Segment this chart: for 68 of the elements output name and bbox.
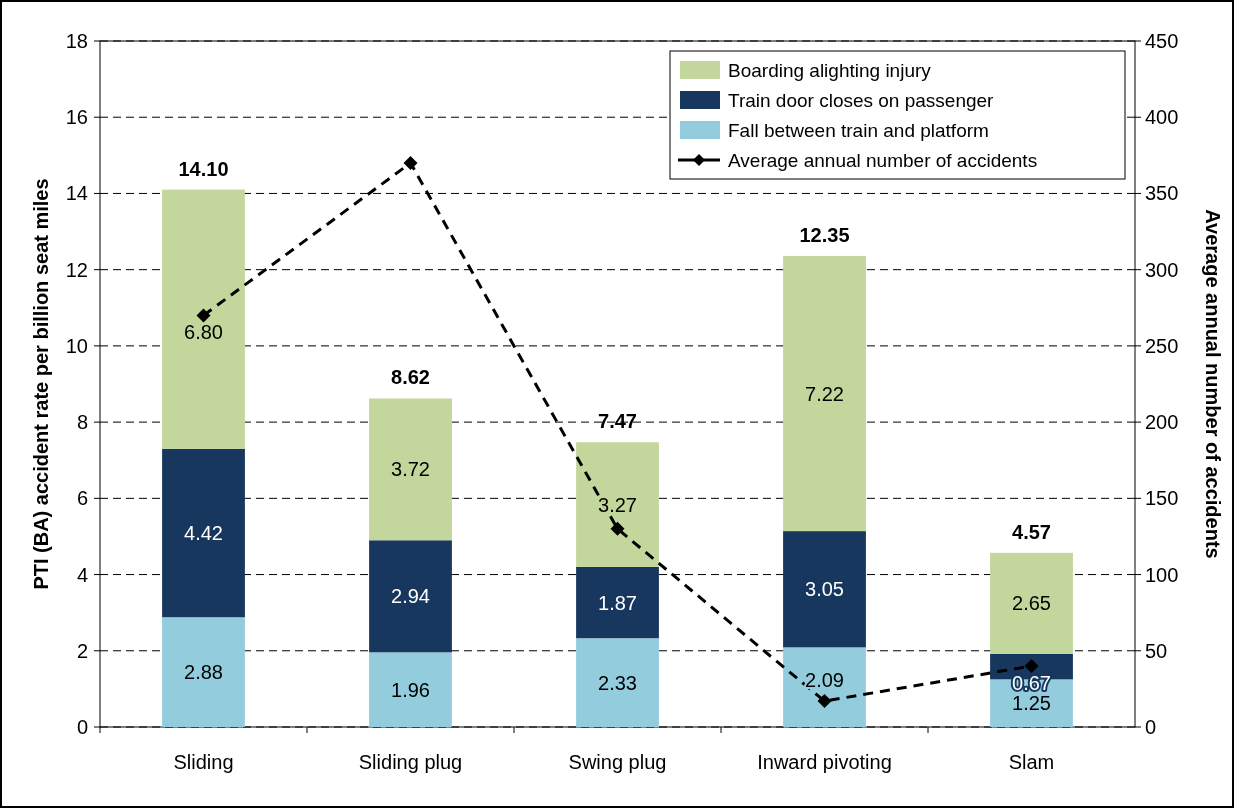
x-tick-label: Sliding plug	[358, 751, 463, 773]
data-label: 7.22	[805, 382, 844, 405]
y2-tick-label: 450	[1145, 30, 1179, 52]
legend-label: Fall between train and platform	[728, 120, 989, 141]
bar	[783, 255, 866, 532]
bar	[162, 617, 245, 727]
bar	[369, 398, 452, 541]
data-label: 3.05	[805, 578, 844, 601]
bar	[576, 442, 659, 567]
bar	[162, 448, 245, 618]
total-label: 12.35	[799, 223, 850, 246]
data-label: 1.96	[391, 678, 430, 701]
point	[196, 308, 211, 323]
y2-tick-label: 300	[1145, 258, 1179, 281]
bar	[576, 566, 659, 639]
total-label: 14.10	[178, 157, 229, 180]
y-tick-label: 6	[76, 487, 88, 510]
bar	[369, 540, 452, 653]
data-label: 2.09	[805, 669, 844, 692]
data-label: 4.42	[184, 522, 223, 545]
y2-tick-label: 250	[1145, 334, 1179, 357]
y2-axis-title: Average annual number of accidents	[1202, 209, 1224, 559]
y-tick-label: 8	[76, 411, 88, 434]
y-tick-label: 18	[65, 30, 88, 52]
total-label: 4.57	[1012, 520, 1051, 543]
total-label: 8.62	[391, 366, 430, 389]
point	[1024, 659, 1039, 674]
y2-tick-label: 400	[1145, 106, 1179, 129]
bar	[783, 531, 866, 648]
y2-tick-label: 150	[1145, 487, 1179, 510]
bar	[783, 647, 866, 727]
y-tick-label: 16	[65, 106, 88, 129]
data-label: 1.25	[1012, 692, 1051, 715]
data-label: 1.87	[598, 591, 637, 614]
x-tick-label: Slam	[1008, 751, 1055, 773]
y-tick-label: 2	[76, 639, 88, 662]
data-label: 2.33	[598, 671, 637, 694]
x-tick-label: Inward pivoting	[757, 751, 892, 773]
data-label: 2.88	[184, 661, 223, 684]
data-label: 6.80	[184, 321, 223, 344]
point	[610, 521, 625, 536]
y2-tick-label: 50	[1145, 639, 1168, 662]
bar	[369, 652, 452, 727]
bar	[576, 638, 659, 727]
bar	[162, 189, 245, 449]
y-tick-label: 4	[76, 563, 88, 586]
x-tick-label: Sliding	[173, 751, 234, 773]
data-label: 0.67	[1012, 672, 1051, 695]
legend-label: Train door closes on passenger	[728, 90, 995, 111]
data-label: 2.65	[1012, 592, 1051, 615]
y2-tick-label: 200	[1145, 411, 1179, 434]
bar	[990, 552, 1073, 654]
y2-tick-label: 100	[1145, 563, 1179, 586]
y-axis-title: PTI (BA) accident rate per billion seat miles	[30, 178, 52, 590]
y2-tick-label: 0	[1145, 716, 1157, 738]
y-tick-label: 0	[76, 716, 88, 738]
data-label: 2.94	[391, 585, 430, 608]
point	[403, 155, 418, 170]
y-tick-label: 14	[65, 182, 88, 205]
y2-tick-label: 350	[1145, 182, 1179, 205]
x-tick-label: Swing plug	[568, 751, 667, 773]
legend-label: Boarding alighting injury	[728, 60, 932, 81]
y-tick-label: 12	[65, 258, 88, 281]
point	[817, 694, 832, 709]
data-label: 3.72	[391, 458, 430, 481]
total-label: 7.47	[598, 410, 637, 433]
y-tick-label: 10	[65, 334, 88, 357]
legend-label: Average annual number of accidents	[728, 150, 1038, 171]
